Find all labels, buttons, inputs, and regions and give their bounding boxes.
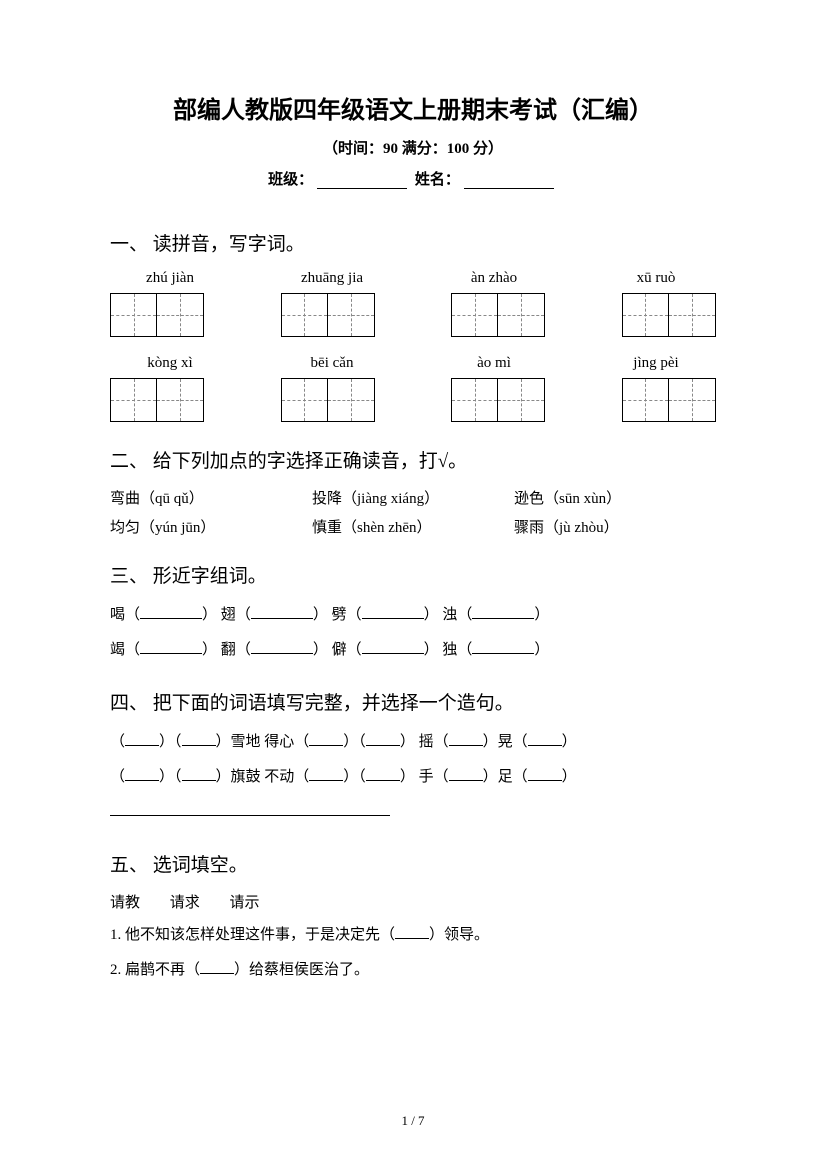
- blank[interactable]: [472, 618, 534, 619]
- blank[interactable]: [449, 745, 483, 746]
- blank[interactable]: [125, 745, 159, 746]
- q3-line: 喝（） 翅（） 劈（） 浊（）: [110, 602, 716, 629]
- word-options: 请教 请求 请示: [110, 891, 716, 912]
- q5-text: ）给蔡桓侯医治了。: [234, 962, 369, 978]
- section-2-head: 二、 给下列加点的字选择正确读音，打√。: [110, 446, 716, 473]
- q2-item: 弯曲（qū qǔ）: [110, 487, 312, 508]
- blank[interactable]: [472, 653, 534, 654]
- section-4-head: 四、 把下面的词语填写完整，并选择一个造句。: [110, 688, 716, 715]
- char-box[interactable]: [110, 293, 204, 337]
- q3-char: 独: [442, 642, 457, 658]
- pinyin-label: ào mì: [434, 355, 554, 372]
- name-blank[interactable]: [464, 188, 554, 189]
- blank[interactable]: [309, 780, 343, 781]
- word-option: 请求: [170, 895, 200, 911]
- blank[interactable]: [362, 653, 424, 654]
- q3-line: 竭（） 翻（） 僻（） 独（）: [110, 637, 716, 664]
- q3-char: 翻: [221, 642, 236, 658]
- q2-item: 逊色（sūn xùn）: [514, 487, 716, 508]
- q4-sentence-blank: [110, 799, 716, 826]
- q5-text: ）领导。: [429, 927, 489, 943]
- blank[interactable]: [182, 780, 216, 781]
- q3-char: 喝: [110, 607, 125, 623]
- blank[interactable]: [449, 780, 483, 781]
- info-line: 班级： 姓名：: [110, 168, 716, 189]
- blank[interactable]: [182, 745, 216, 746]
- page-number: 1 / 7: [0, 1113, 826, 1129]
- pinyin-label: zhuāng jia: [272, 270, 392, 287]
- q5-text: 1. 他不知该怎样处理这件事，于是决定先（: [110, 927, 395, 943]
- class-blank[interactable]: [317, 188, 407, 189]
- q2-row: 均匀（yún jūn） 慎重（shèn zhēn） 骤雨（jù zhòu）: [110, 516, 716, 537]
- char-box[interactable]: [451, 293, 545, 337]
- page-title: 部编人教版四年级语文上册期末考试（汇编）: [110, 90, 716, 125]
- blank[interactable]: [395, 938, 429, 939]
- blank[interactable]: [251, 653, 313, 654]
- pinyin-label: xū ruò: [596, 270, 716, 287]
- blank[interactable]: [140, 618, 202, 619]
- q5-item-1: 1. 他不知该怎样处理这件事，于是决定先（ ）领导。: [110, 922, 716, 949]
- char-box[interactable]: [281, 293, 375, 337]
- section-5-head: 五、 选词填空。: [110, 850, 716, 877]
- q2-row: 弯曲（qū qǔ） 投降（jiàng xiáng） 逊色（sūn xùn）: [110, 487, 716, 508]
- blank[interactable]: [528, 745, 562, 746]
- class-label: 班级：: [268, 172, 313, 188]
- section-1-head: 一、 读拼音，写字词。: [110, 229, 716, 256]
- char-box-row: [110, 378, 716, 422]
- pinyin-label: zhú jiàn: [110, 270, 230, 287]
- name-label: 姓名：: [415, 172, 460, 188]
- char-box-row: [110, 293, 716, 337]
- blank[interactable]: [140, 653, 202, 654]
- q3-char: 竭: [110, 642, 125, 658]
- char-box[interactable]: [281, 378, 375, 422]
- pinyin-label: àn zhào: [434, 270, 554, 287]
- blank[interactable]: [528, 780, 562, 781]
- q3-char: 翅: [221, 607, 236, 623]
- q5-item-2: 2. 扁鹊不再（ ）给蔡桓侯医治了。: [110, 957, 716, 984]
- blank[interactable]: [200, 973, 234, 974]
- char-box[interactable]: [110, 378, 204, 422]
- q3-char: 僻: [332, 642, 347, 658]
- pinyin-label: bēi cǎn: [272, 355, 392, 372]
- blank[interactable]: [366, 745, 400, 746]
- q3-char: 浊: [442, 607, 457, 623]
- blank[interactable]: [110, 815, 390, 816]
- char-box[interactable]: [622, 378, 716, 422]
- char-box[interactable]: [451, 378, 545, 422]
- q2-item: 骤雨（jù zhòu）: [514, 516, 716, 537]
- pinyin-label: jìng pèi: [596, 355, 716, 372]
- word-option: 请示: [230, 895, 260, 911]
- q2-item: 投降（jiàng xiáng）: [312, 487, 514, 508]
- pinyin-row-1: zhú jiàn zhuāng jia àn zhào xū ruò: [110, 270, 716, 287]
- subtitle: （时间：90 满分：100 分）: [110, 137, 716, 158]
- q5-text: 2. 扁鹊不再（: [110, 962, 200, 978]
- word-option: 请教: [110, 895, 140, 911]
- char-box[interactable]: [622, 293, 716, 337]
- q3-char: 劈: [332, 607, 347, 623]
- blank[interactable]: [125, 780, 159, 781]
- q2-item: 慎重（shèn zhēn）: [312, 516, 514, 537]
- q2-item: 均匀（yún jūn）: [110, 516, 312, 537]
- blank[interactable]: [251, 618, 313, 619]
- section-3-head: 三、 形近字组词。: [110, 561, 716, 588]
- blank[interactable]: [362, 618, 424, 619]
- q4-line-2: （）（）旗鼓 不动（）（） 手（）足（）: [110, 764, 716, 791]
- pinyin-row-2: kòng xì bēi cǎn ào mì jìng pèi: [110, 355, 716, 372]
- pinyin-label: kòng xì: [110, 355, 230, 372]
- blank[interactable]: [366, 780, 400, 781]
- q4-line-1: （）（）雪地 得心（）（） 摇（）晃（）: [110, 729, 716, 756]
- blank[interactable]: [309, 745, 343, 746]
